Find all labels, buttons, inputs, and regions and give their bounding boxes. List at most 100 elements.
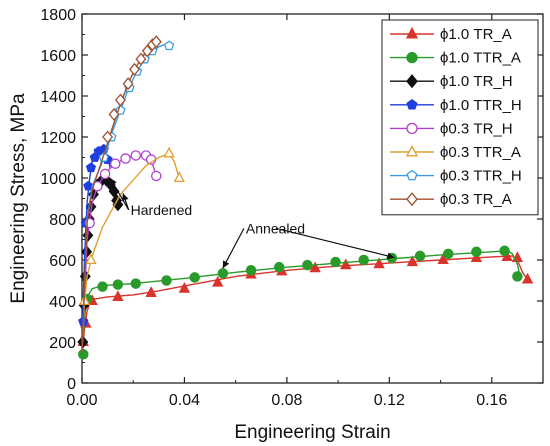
- legend: ϕ1.0 TR_A ϕ1.0 TTR_A ϕ1.0 TR_H ϕ1.0 TTR_H ϕ0…: [381, 19, 539, 216]
- annotation-arrow: [222, 228, 245, 269]
- annotation-arrowhead: [110, 178, 117, 186]
- data-point: [130, 278, 142, 289]
- data-point: [512, 271, 523, 282]
- data-point: [141, 44, 153, 58]
- data-point: [112, 279, 124, 290]
- data-point: [85, 162, 97, 173]
- data-point: [245, 264, 257, 276]
- legend-label: ϕ0.3 TR_H: [440, 120, 513, 137]
- annotation-arrowhead: [222, 260, 230, 269]
- legend-item: ϕ1.0 TR_H: [390, 73, 513, 90]
- y-tick-label: 1400: [40, 89, 76, 106]
- data-point: [161, 275, 172, 286]
- y-tick-label: 600: [49, 253, 76, 270]
- data-point: [151, 170, 162, 182]
- data-point: [112, 290, 124, 301]
- y-tick-label: 0: [67, 376, 76, 393]
- legend-marker: [406, 169, 418, 181]
- data-point: [78, 349, 89, 360]
- legend-item: ϕ0.3 TR_A: [390, 191, 512, 208]
- data-point: [85, 253, 97, 265]
- legend-label: ϕ1.0 TTR_A: [440, 50, 521, 67]
- data-point: [499, 245, 510, 257]
- data-point: [97, 281, 108, 292]
- data-point: [442, 248, 454, 260]
- annotation-arrowhead: [386, 252, 395, 260]
- legend-item: ϕ0.3 TTR_A: [390, 144, 521, 161]
- data-point: [173, 171, 185, 183]
- data-point: [437, 253, 449, 265]
- series-layer: [77, 35, 534, 360]
- data-point: [163, 146, 175, 158]
- legend-marker: [406, 122, 418, 135]
- legend-marker: [406, 51, 418, 64]
- data-point: [135, 52, 147, 66]
- x-tick-label: 0.08: [271, 392, 302, 409]
- series-5: [78, 146, 185, 353]
- legend-label: ϕ1.0 TTR_H: [440, 97, 522, 114]
- annotation-label: Hardened: [131, 202, 193, 218]
- legend-label: ϕ0.3 TR_A: [440, 191, 512, 208]
- y-tick-label: 800: [49, 212, 76, 229]
- data-point: [163, 40, 175, 51]
- legend-item: ϕ1.0 TTR_H: [390, 97, 522, 114]
- data-point: [110, 158, 121, 169]
- y-tick-label: 1200: [40, 130, 76, 147]
- legend-item: ϕ1.0 TR_A: [390, 26, 512, 43]
- data-point: [358, 254, 369, 266]
- data-point: [120, 153, 131, 164]
- data-point: [373, 257, 385, 269]
- legend-marker: [406, 74, 418, 89]
- data-point: [189, 272, 200, 283]
- data-point: [130, 150, 142, 161]
- series-7: [81, 35, 162, 353]
- legend-box: [381, 19, 539, 216]
- data-point: [470, 251, 483, 263]
- series-line: [81, 250, 521, 355]
- series-1: [78, 245, 523, 360]
- y-tick-label: 400: [49, 294, 76, 311]
- legend-item: ϕ0.3 TR_H: [390, 120, 513, 137]
- data-point: [150, 35, 162, 49]
- data-point: [102, 130, 114, 144]
- x-tick-label: 0.16: [476, 392, 507, 409]
- x-axis-label: Engineering Strain: [234, 422, 390, 443]
- legend-label: ϕ0.3 TTR_H: [440, 168, 522, 185]
- data-point: [129, 62, 140, 76]
- data-point: [340, 258, 352, 270]
- legend-item: ϕ0.3 TTR_H: [390, 168, 522, 185]
- x-tick-label: 0.04: [169, 392, 200, 409]
- legend-marker: [406, 192, 418, 207]
- data-point: [330, 256, 341, 268]
- y-axis-label: Engineering Stress, MPa: [8, 93, 29, 304]
- legend-marker: [406, 98, 418, 110]
- x-tick-label: 0.00: [66, 392, 97, 409]
- data-point: [471, 246, 482, 258]
- data-point: [217, 268, 229, 279]
- data-point: [302, 259, 313, 271]
- data-point: [273, 261, 285, 273]
- y-tick-label: 1000: [40, 171, 76, 188]
- data-point: [414, 250, 426, 262]
- legend-marker: [405, 26, 419, 39]
- legend-label: ϕ1.0 TR_H: [440, 73, 513, 90]
- annotation-arrow: [275, 227, 395, 259]
- legend-marker: [405, 144, 419, 157]
- data-point: [406, 255, 419, 267]
- y-tick-label: 200: [49, 335, 76, 352]
- annotation-arrowhead: [121, 193, 129, 202]
- data-point: [112, 198, 124, 212]
- legend-label: ϕ0.3 TTR_A: [440, 144, 521, 161]
- legend-item: ϕ1.0 TTR_A: [390, 50, 521, 67]
- data-point: [83, 180, 94, 191]
- series-line: [81, 255, 529, 357]
- axes: 0 200 400 600 800 1000 1200 1400 1600 1800 0.00 0.0…: [40, 7, 544, 409]
- data-point: [212, 275, 224, 287]
- data-point: [145, 286, 157, 297]
- x-tick-label: 0.12: [374, 392, 405, 409]
- data-point: [114, 93, 126, 107]
- data-point: [108, 107, 120, 122]
- y-tick-label: 1800: [40, 7, 76, 24]
